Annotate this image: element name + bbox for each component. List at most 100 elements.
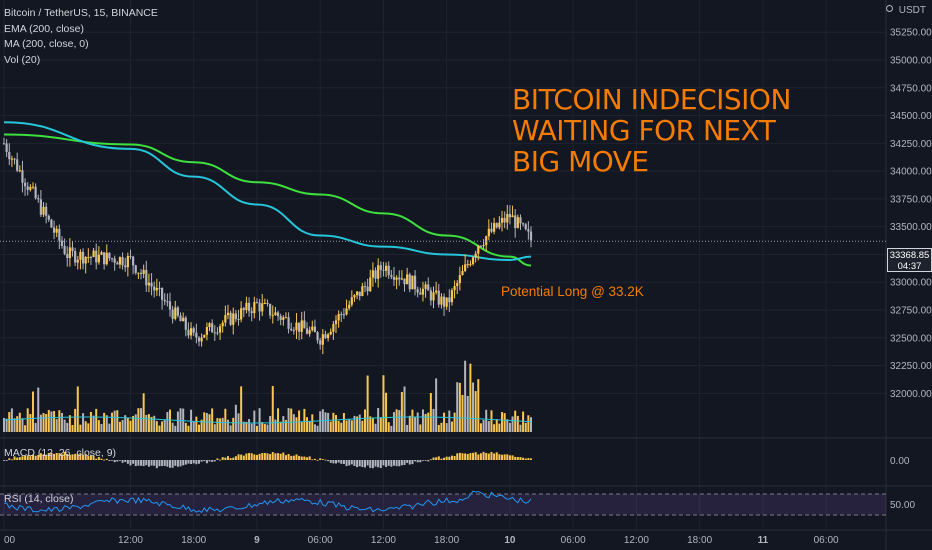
macd-bar (269, 454, 272, 460)
macd-bar (50, 452, 53, 460)
macd-bar (295, 454, 298, 460)
candle-body (279, 316, 282, 320)
volume-bar (21, 418, 24, 432)
macd-bar (356, 460, 359, 468)
macd-bar (116, 460, 119, 462)
time-tick-label: 12:00 (118, 535, 143, 546)
volume-bar (371, 418, 374, 432)
macd-bar (477, 454, 480, 460)
macd-bar (174, 460, 177, 466)
macd-bar (163, 460, 166, 466)
macd-bar (10, 459, 13, 461)
macd-bar (366, 460, 369, 466)
volume-bar (327, 412, 330, 432)
price-tick-label: 34250.00 (890, 139, 932, 150)
candle-body (192, 328, 195, 333)
candle-body (276, 312, 280, 317)
macd-bar (522, 457, 525, 460)
price-tick-label: 33000.00 (890, 278, 932, 289)
macd-bar (290, 455, 293, 460)
candle-body (147, 282, 151, 286)
volume-bar (208, 414, 211, 432)
currency-selector[interactable]: USDT (885, 5, 926, 16)
legend-ema[interactable]: EMA (200, close) (4, 22, 84, 35)
macd-bar (443, 457, 446, 460)
candle-body (29, 186, 32, 190)
macd-bar (205, 460, 208, 464)
volume-bar (71, 425, 74, 432)
candle-body (458, 275, 461, 284)
candle-body (524, 224, 527, 230)
macd-bar (482, 451, 485, 460)
candle-body (266, 302, 269, 304)
macd-bar (440, 458, 443, 460)
volume-bar (29, 414, 32, 432)
volume-bar (416, 412, 419, 432)
candle-body (42, 206, 45, 215)
candle-body (479, 245, 483, 247)
volume-bar (390, 425, 393, 432)
macd-bar (147, 460, 150, 467)
candle-body (253, 302, 256, 314)
volume-bar (121, 419, 124, 432)
macd-bar (282, 452, 285, 460)
time-tick-label: 18:00 (181, 535, 206, 546)
candle-body (340, 314, 343, 316)
macd-bar (200, 460, 203, 462)
volume-bar (493, 424, 496, 432)
legend-vol[interactable]: Vol (20) (4, 53, 41, 66)
volume-bar (335, 415, 338, 432)
candle-body (503, 218, 506, 223)
macd-bar (392, 460, 395, 466)
macd-bar (363, 460, 366, 468)
volume-bar (37, 387, 40, 432)
candle-body (316, 332, 319, 341)
macd-bar (321, 459, 324, 460)
macd-bar (45, 454, 48, 460)
macd-label[interactable]: MACD (12, 26, close, 9) (4, 447, 117, 459)
volume-bars (3, 360, 532, 432)
macd-bar (26, 455, 29, 460)
macd-bar (187, 460, 190, 464)
volume-bar (419, 424, 422, 432)
candle-body (427, 284, 430, 291)
candle-body (261, 303, 264, 312)
price-tick-label: 32750.00 (890, 306, 932, 317)
macd-bar (461, 453, 464, 460)
candle-body (229, 312, 232, 325)
candle-body (110, 258, 114, 260)
legend-ma[interactable]: MA (200, close, 0) (4, 38, 89, 50)
macd-bar (519, 457, 522, 460)
macd-bar (255, 454, 258, 460)
macd-bar (508, 455, 511, 460)
ema-series-line (3, 121, 532, 262)
volume-bar (450, 421, 453, 432)
volume-bar (429, 392, 432, 432)
candle-body (374, 270, 377, 279)
macd-bar (437, 456, 440, 460)
macd-bar (456, 453, 459, 460)
macd-bar (132, 460, 135, 464)
volume-bar (92, 415, 95, 432)
settings-icon[interactable] (885, 5, 893, 12)
volume-bar (261, 422, 264, 432)
macd-bar (92, 455, 95, 460)
candle-body (55, 228, 58, 233)
macd-bar (176, 460, 179, 467)
volume-bar (250, 423, 253, 432)
macd-bar (171, 460, 174, 468)
macd-bar (377, 460, 380, 468)
rsi-label[interactable]: RSI (14, close) (4, 493, 74, 505)
macd-bar (60, 454, 63, 460)
candle-body (171, 309, 174, 319)
macd-bar (501, 454, 504, 460)
time-tick-label: 18:00 (434, 535, 459, 546)
volume-bar (443, 412, 446, 432)
legend-symbol[interactable]: Bitcoin / TetherUS, 15, BINANCE (4, 7, 158, 19)
macd-bar (469, 453, 472, 460)
macd-bar (89, 455, 92, 460)
macd-bar (150, 460, 153, 466)
macd-bar (258, 453, 261, 460)
macd-bar (63, 451, 66, 460)
